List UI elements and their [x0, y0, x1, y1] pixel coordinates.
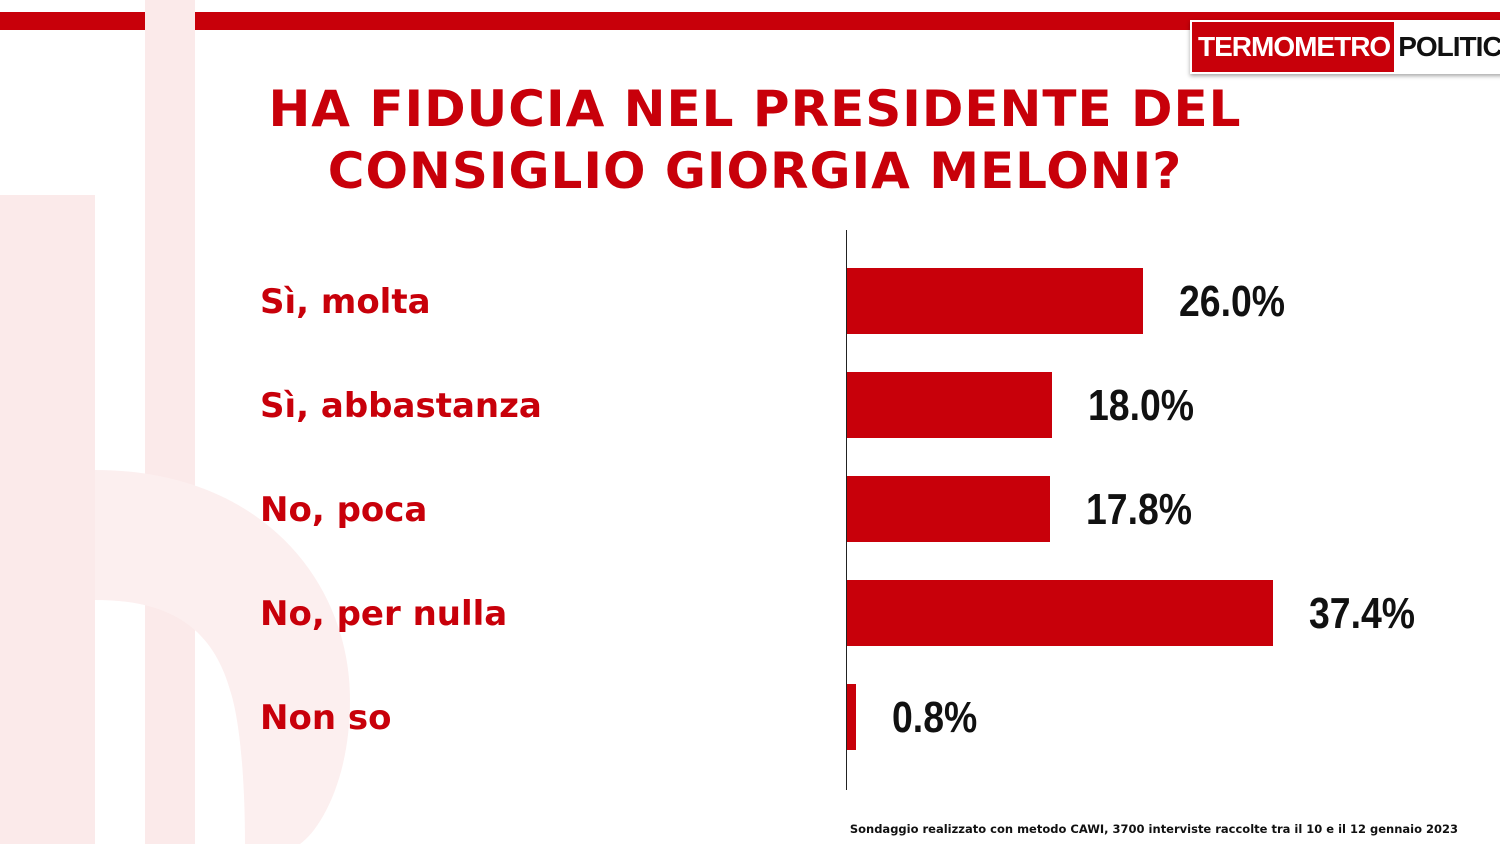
top-accent-bar [0, 12, 1500, 30]
value-label: 18.0% [1088, 381, 1195, 430]
value-label: 0.8% [892, 693, 978, 742]
value-label: 37.4% [1309, 589, 1416, 638]
watermark-base [0, 195, 95, 844]
watermark-bulb [95, 470, 350, 844]
watermark-stem [145, 0, 195, 844]
logo-part-termometro: TERMOMETRO [1192, 22, 1395, 72]
bar [847, 372, 1053, 438]
bar [847, 476, 1050, 542]
survey-footnote: Sondaggio realizzato con metodo CAWI, 37… [849, 822, 1458, 836]
category-axis-line [846, 230, 847, 790]
termometro-politico-logo: TERMOMETRO POLITICO [1190, 20, 1500, 74]
chart-title: HA FIDUCIA NEL PRESIDENTE DEL CONSIGLIO … [180, 78, 1330, 202]
bar [847, 580, 1274, 646]
value-label: 17.8% [1085, 485, 1192, 534]
bar [847, 268, 1144, 334]
category-label: No, per nulla [260, 594, 508, 634]
bar [847, 684, 857, 750]
title-line-2: CONSIGLIO GIORGIA MELONI? [327, 142, 1183, 200]
category-label: Sì, abbastanza [260, 386, 542, 426]
category-label: No, poca [260, 490, 428, 530]
category-label: Non so [260, 698, 392, 738]
title-line-1: HA FIDUCIA NEL PRESIDENTE DEL [268, 80, 1242, 138]
logo-part-politico: POLITICO [1394, 22, 1500, 72]
value-label: 26.0% [1179, 277, 1286, 326]
category-label: Sì, molta [260, 282, 431, 322]
